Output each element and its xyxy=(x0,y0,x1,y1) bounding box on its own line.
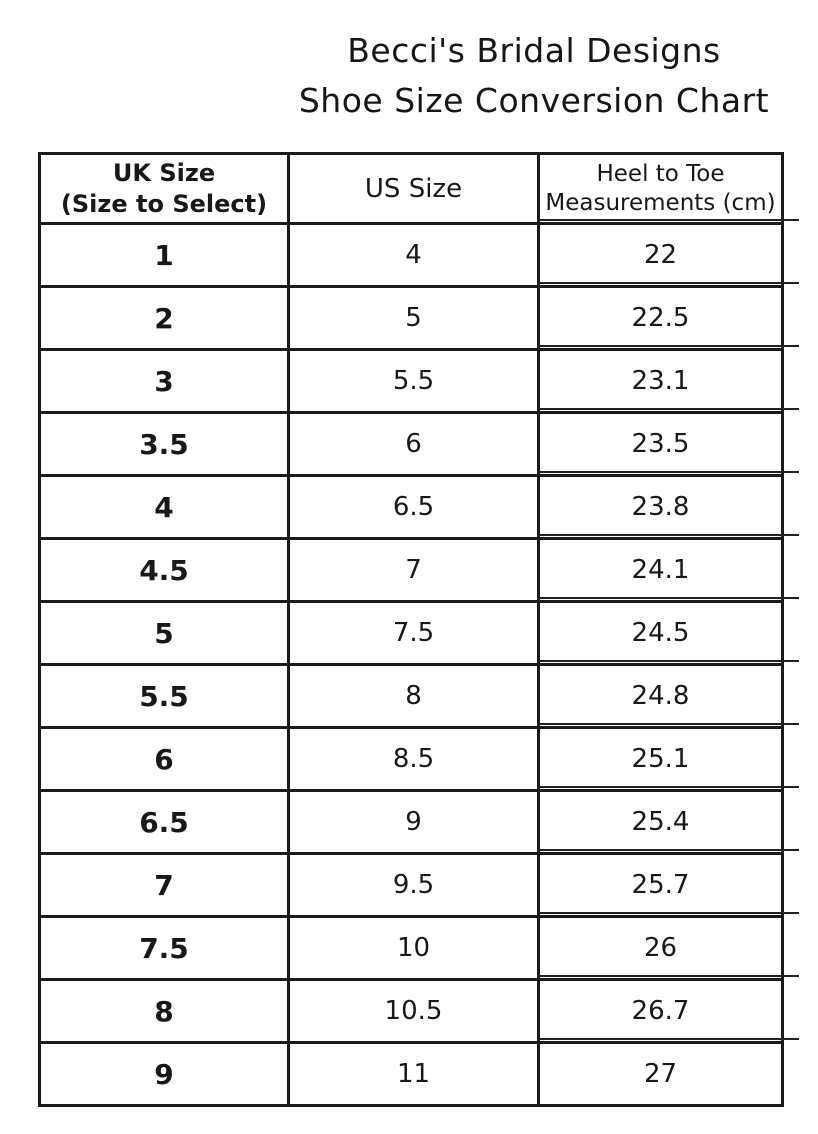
us-size-cell: 5 xyxy=(287,285,540,351)
table-header: UK Size (Size to Select) US Size Heel to… xyxy=(38,152,784,225)
uk-size-cell: 1 xyxy=(38,222,290,288)
us-size-cell: 4 xyxy=(287,222,540,288)
page-title-line2: Shoe Size Conversion Chart xyxy=(298,81,770,120)
us-size-cell: 10 xyxy=(287,915,540,981)
us-size-cell: 6.5 xyxy=(287,474,540,540)
table-row: 8 10.5 26.7 xyxy=(38,976,801,1044)
us-size-cell: 8 xyxy=(287,663,540,729)
uk-size-cell: 5 xyxy=(38,600,290,666)
heel-toe-cell: 24.5 xyxy=(537,598,801,666)
heel-toe-cell: 25.4 xyxy=(537,787,801,855)
table-row: 6.5 9 25.4 xyxy=(38,787,801,855)
heel-toe-cell: 26.7 xyxy=(537,976,801,1044)
col-header-heel-to-toe-line2: Measurements (cm) xyxy=(545,189,776,216)
uk-size-cell: 7.5 xyxy=(38,915,290,981)
heel-toe-cell: 24.1 xyxy=(537,535,801,603)
heel-toe-cell: 23.5 xyxy=(537,409,801,477)
uk-size-cell: 9 xyxy=(38,1041,290,1107)
col-header-us-size: US Size xyxy=(287,152,540,225)
table-row: 4.5 7 24.1 xyxy=(38,535,801,603)
table-body: 1 4 22 2 5 22.5 3 5.5 23.1 3.5 6 23.5 4 … xyxy=(38,220,801,1107)
table-row: 5.5 8 24.8 xyxy=(38,661,801,729)
uk-size-cell: 7 xyxy=(38,852,290,918)
uk-size-cell: 3.5 xyxy=(38,411,290,477)
us-size-cell: 8.5 xyxy=(287,726,540,792)
us-size-cell: 10.5 xyxy=(287,978,540,1044)
heel-toe-cell: 23.1 xyxy=(537,346,801,414)
table-row: 1 4 22 xyxy=(38,220,801,288)
us-size-cell: 6 xyxy=(287,411,540,477)
heel-toe-cell: 22 xyxy=(537,220,801,288)
heel-toe-cell: 24.8 xyxy=(537,661,801,729)
heel-toe-cell: 26 xyxy=(537,913,801,981)
us-size-cell: 9 xyxy=(287,789,540,855)
uk-size-cell: 4.5 xyxy=(38,537,290,603)
uk-size-cell: 6 xyxy=(38,726,290,792)
col-header-uk-size-line1: UK Size xyxy=(112,158,216,187)
heel-toe-cell: 25.7 xyxy=(537,850,801,918)
table-row: 3.5 6 23.5 xyxy=(38,409,801,477)
uk-size-cell: 6.5 xyxy=(38,789,290,855)
col-header-heel-to-toe-line1: Heel to Toe xyxy=(596,160,725,187)
uk-size-cell: 2 xyxy=(38,285,290,351)
page-title: Becci's Bridal Designs Shoe Size Convers… xyxy=(250,26,818,126)
col-header-heel-to-toe: Heel to Toe Measurements (cm) xyxy=(537,152,784,225)
col-header-uk-size: UK Size (Size to Select) xyxy=(38,152,290,225)
table-row: 5 7.5 24.5 xyxy=(38,598,801,666)
us-size-cell: 9.5 xyxy=(287,852,540,918)
table-row: 3 5.5 23.1 xyxy=(38,346,801,414)
us-size-cell: 7 xyxy=(287,537,540,603)
uk-size-cell: 4 xyxy=(38,474,290,540)
heel-toe-cell: 22.5 xyxy=(537,283,801,351)
uk-size-cell: 5.5 xyxy=(38,663,290,729)
table-row: 6 8.5 25.1 xyxy=(38,724,801,792)
us-size-cell: 7.5 xyxy=(287,600,540,666)
header-row: UK Size (Size to Select) US Size Heel to… xyxy=(38,152,784,225)
us-size-cell: 5.5 xyxy=(287,348,540,414)
heel-toe-cell: 25.1 xyxy=(537,724,801,792)
uk-size-cell: 3 xyxy=(38,348,290,414)
heel-toe-cell: 27 xyxy=(537,1039,801,1107)
table-row: 2 5 22.5 xyxy=(38,283,801,351)
table-row: 4 6.5 23.8 xyxy=(38,472,801,540)
shoe-size-conversion-table: UK Size (Size to Select) US Size Heel to… xyxy=(38,152,801,1107)
table-row: 9 11 27 xyxy=(38,1039,801,1107)
col-header-uk-size-line2: (Size to Select) xyxy=(60,189,268,218)
table-row: 7.5 10 26 xyxy=(38,913,801,981)
us-size-cell: 11 xyxy=(287,1041,540,1107)
heel-toe-cell: 23.8 xyxy=(537,472,801,540)
uk-size-cell: 8 xyxy=(38,978,290,1044)
page-title-line1: Becci's Bridal Designs xyxy=(347,31,721,70)
table-row: 7 9.5 25.7 xyxy=(38,850,801,918)
